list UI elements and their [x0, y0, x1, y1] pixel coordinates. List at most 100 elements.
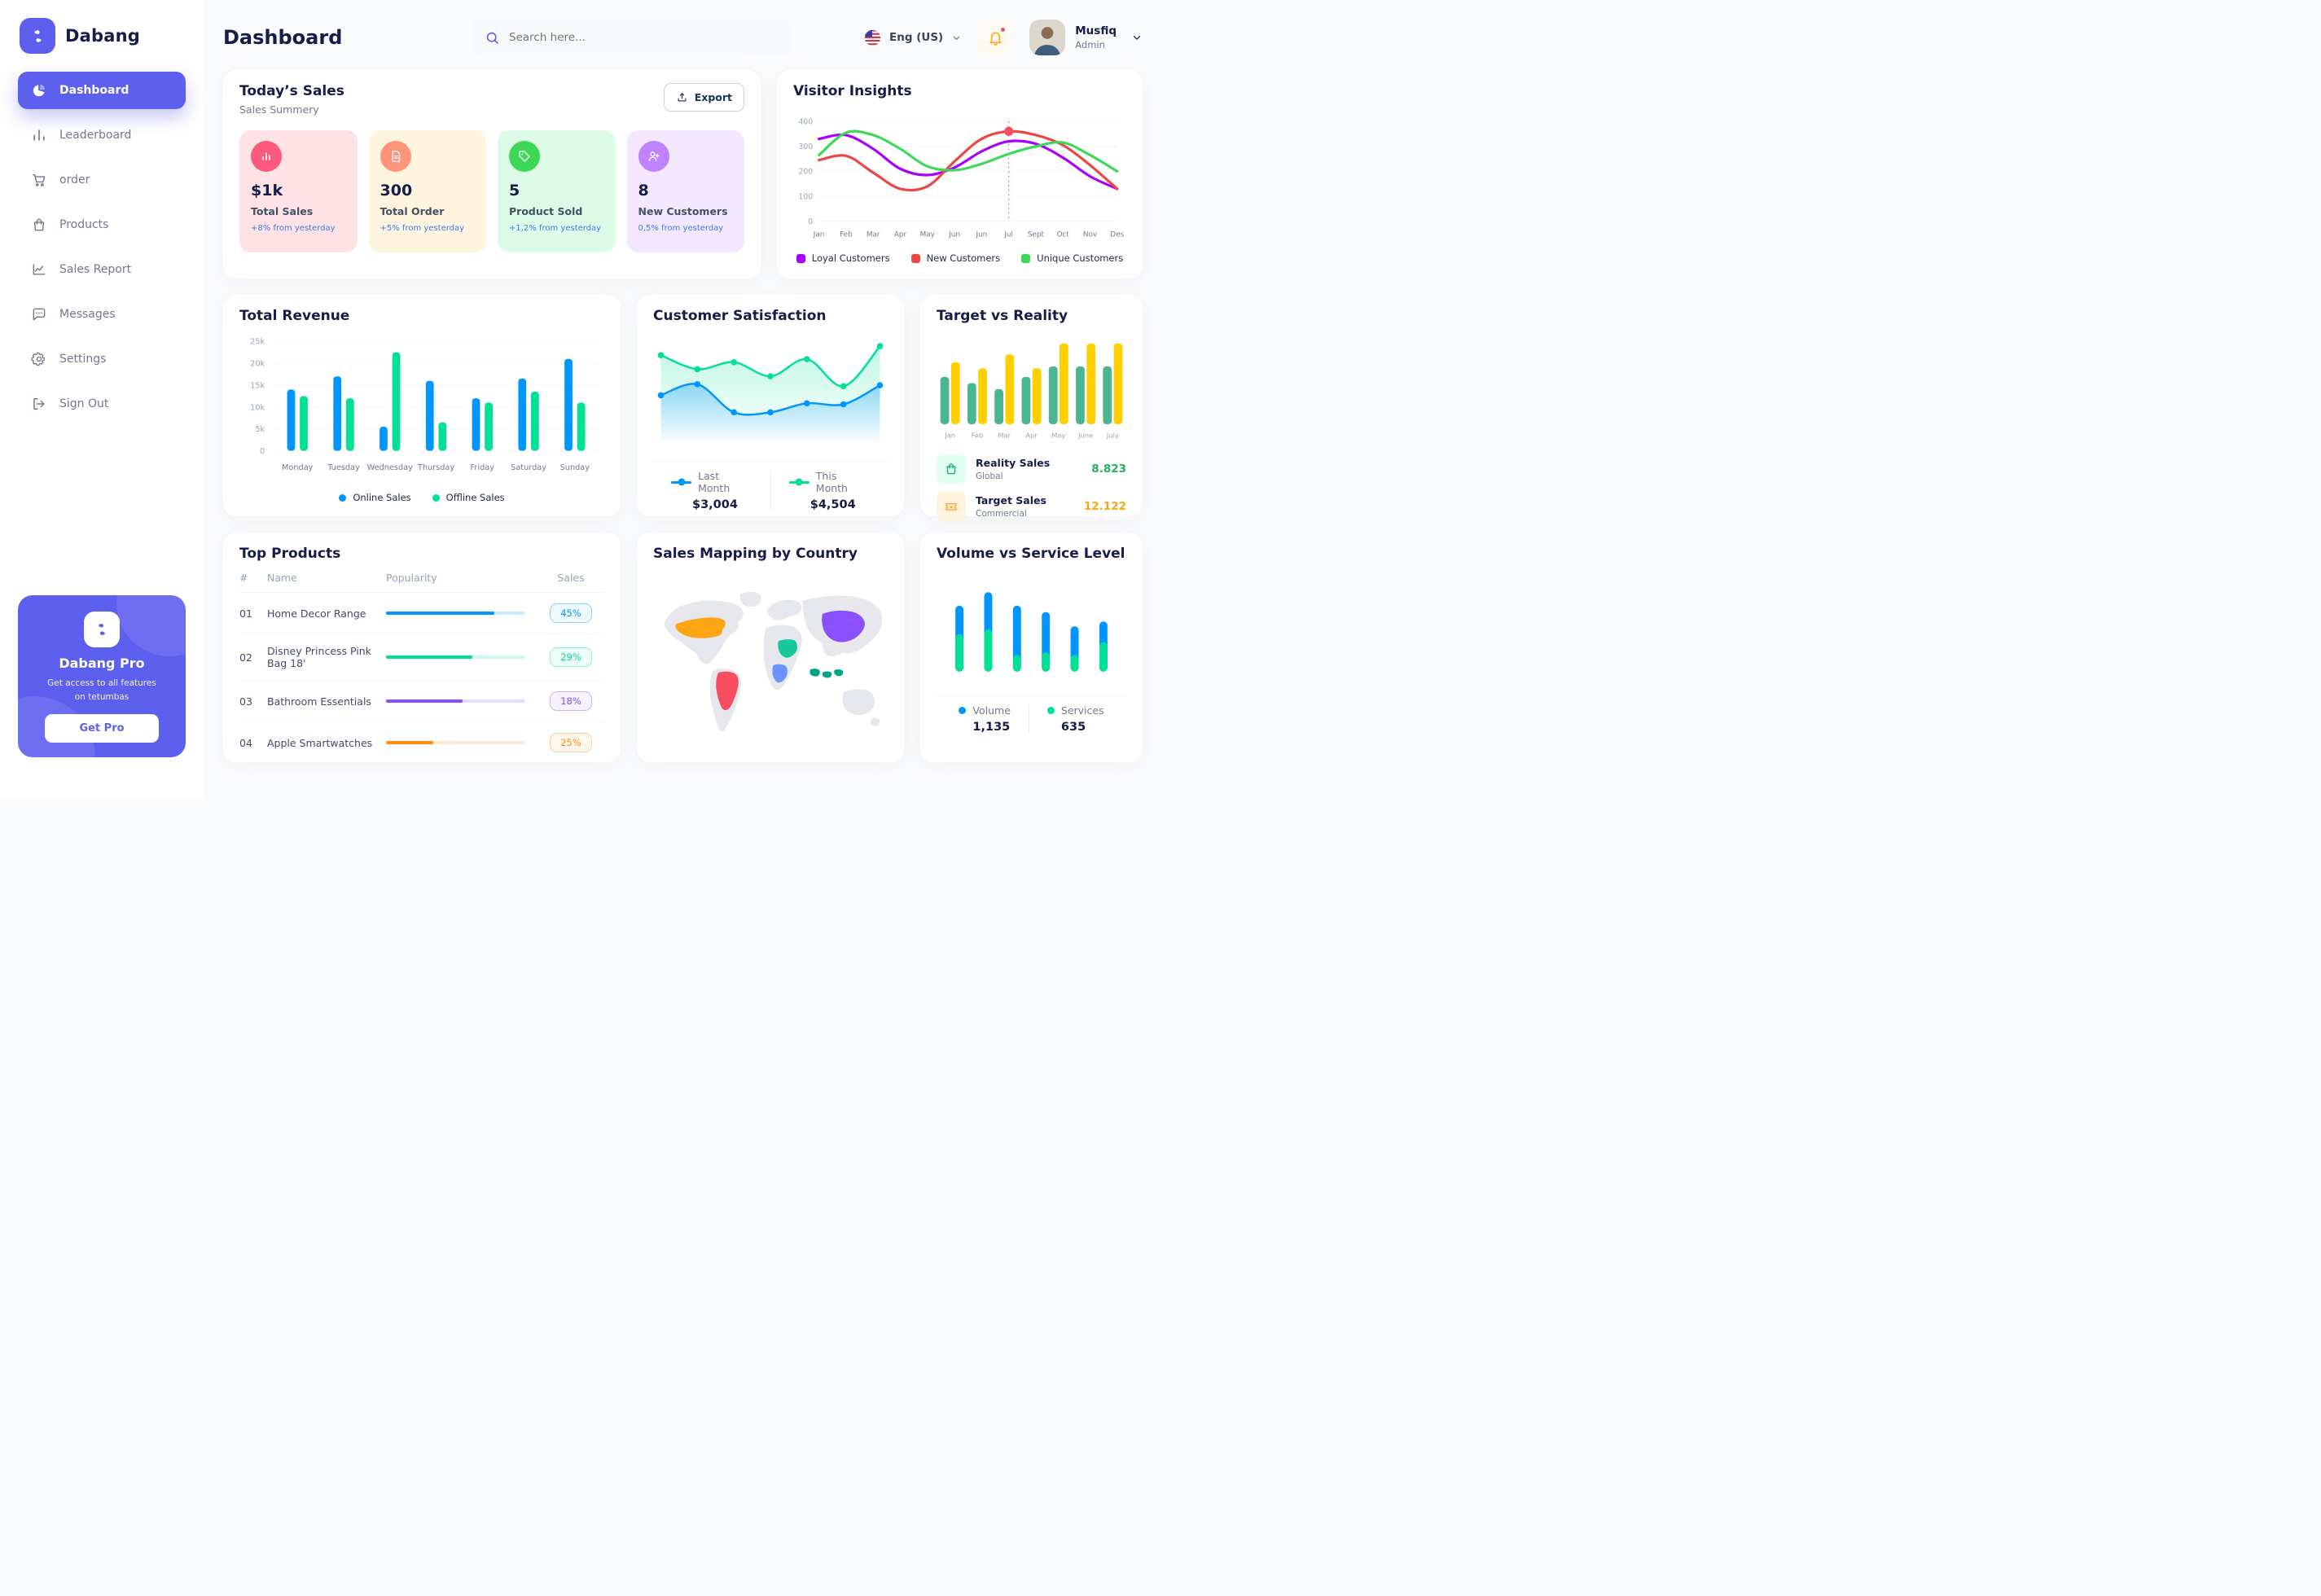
legend-loyal-customers: Loyal Customers	[796, 252, 890, 264]
todays-sales-title: Today’s Sales	[239, 83, 344, 99]
country-saudi-arabia[interactable]	[778, 639, 797, 658]
sales-card-value: 5	[509, 182, 520, 200]
svg-text:300: 300	[798, 142, 813, 151]
svg-text:Nov: Nov	[1083, 230, 1097, 239]
svg-text:Sunday: Sunday	[560, 463, 590, 472]
sidebar: Dabang Dashboard Leaderboard order Products…	[0, 0, 204, 798]
legend-swatch	[788, 480, 809, 484]
country-brazil[interactable]	[716, 671, 739, 711]
col-popularity: Popularity	[386, 572, 437, 584]
svg-text:Sept: Sept	[1028, 230, 1045, 239]
product-row-03: 03 Bathroom Essentials 18%	[239, 681, 604, 722]
sales-card-total-sales: $1k Total Sales +8% from yesterday	[239, 130, 358, 252]
export-button[interactable]: Export	[663, 83, 744, 112]
legend-target-sales: Target Sales Commercial 12.122	[937, 492, 1126, 521]
notification-badge	[999, 25, 1007, 33]
dabang-logo-icon	[20, 18, 55, 54]
country-indonesia[interactable]	[809, 669, 844, 678]
sidebar-item-label: Messages	[59, 308, 116, 321]
sales-mapping-card: Sales Mapping by Country	[637, 533, 904, 762]
legend-this-month: This Month $4,504	[771, 470, 888, 511]
svg-text:Mar: Mar	[998, 431, 1011, 439]
sales-summary-cards: $1k Total Sales +8% from yesterday 300 Total…	[239, 130, 744, 252]
row-2: Total Revenue 0 5k 10k 15k 20k 25k Monday Tuesd…	[223, 295, 1143, 521]
sidebar-menu: Dashboard Leaderboard order Products Sales R…	[18, 72, 186, 423]
target-vs-reality-title: Target vs Reality	[937, 308, 1068, 324]
total-revenue-card: Total Revenue 0 5k 10k 15k 20k 25k Monday Tuesd…	[223, 295, 621, 516]
svg-text:Feb: Feb	[840, 230, 853, 239]
legend-value: 635	[1060, 721, 1086, 734]
col-name: Name	[267, 572, 297, 584]
legend-swatch	[959, 707, 967, 714]
popularity-bar	[386, 656, 526, 659]
cart-icon	[30, 171, 48, 189]
sales-card-label: Product Sold	[509, 205, 583, 217]
legend-swatch	[1021, 253, 1031, 263]
volume-vs-service-chart	[955, 592, 1108, 672]
sales-card-value: 8	[638, 182, 649, 200]
svg-text:Mar: Mar	[867, 230, 880, 239]
get-pro-button[interactable]: Get Pro	[45, 714, 159, 743]
sales-card-new-customers: 8 New Customers 0,5% from yesterday	[626, 130, 744, 252]
user-menu[interactable]: Musfiq Admin	[1029, 20, 1143, 55]
svg-text:Feb: Feb	[972, 431, 984, 439]
sidebar-item-sign-out[interactable]: Sign Out	[18, 385, 186, 423]
search-input[interactable]	[509, 31, 778, 44]
sales-card-delta: 0,5% from yesterday	[638, 224, 724, 233]
svg-text:Jun: Jun	[948, 230, 960, 239]
popularity-bar	[386, 612, 526, 615]
legend-separator	[770, 470, 771, 511]
sidebar-item-label: Settings	[59, 353, 107, 366]
sales-card-label: Total Order	[380, 205, 445, 217]
volume-vs-service-card: Volume vs Service Level Volume 1,135 Servi…	[920, 533, 1143, 762]
top-products-header: # Name Popularity Sales	[239, 572, 604, 593]
sales-badge: 18%	[550, 691, 592, 711]
svg-text:Apr: Apr	[1025, 431, 1038, 439]
legend-sublabel: Global	[976, 471, 1003, 481]
country-united-states[interactable]	[675, 617, 726, 638]
popularity-bar	[386, 741, 526, 744]
product-row-02: 02 Disney Princess Pink Bag 18' 29%	[239, 634, 604, 681]
sidebar-item-products[interactable]: Products	[18, 206, 186, 243]
visitor-insights-chart: 0 100 200 300 400 Jan Feb Mar Apr May Jun Jun Jul Sep…	[798, 117, 1124, 239]
top-products-title: Top Products	[239, 546, 341, 562]
signout-icon	[30, 395, 48, 413]
sidebar-item-settings[interactable]: Settings	[18, 340, 186, 378]
product-rank: 03	[239, 695, 252, 708]
search-bar[interactable]	[472, 19, 791, 56]
bag-icon	[30, 216, 48, 234]
notifications-button[interactable]	[978, 20, 1014, 55]
legend-volume: Volume 1,135	[941, 704, 1029, 734]
product-row-01: 01 Home Decor Range 45%	[239, 593, 604, 634]
language-selector[interactable]: Eng (US)	[864, 29, 962, 46]
country-china[interactable]	[822, 610, 866, 642]
us-flag-icon	[864, 29, 881, 46]
legend-unique-customers: Unique Customers	[1021, 252, 1123, 264]
file-icon	[380, 141, 411, 172]
legend-swatch	[910, 253, 920, 263]
sidebar-item-order[interactable]: order	[18, 161, 186, 199]
sales-card-label: New Customers	[638, 205, 728, 217]
svg-text:400: 400	[798, 117, 813, 126]
sidebar-item-leaderboard[interactable]: Leaderboard	[18, 116, 186, 154]
sidebar-item-messages[interactable]: Messages	[18, 296, 186, 333]
sidebar-item-label: order	[59, 173, 90, 186]
total-revenue-title: Total Revenue	[239, 308, 350, 324]
sidebar-item-dashboard[interactable]: Dashboard	[18, 72, 186, 109]
gear-icon	[30, 350, 48, 368]
chevron-down-icon	[951, 33, 962, 43]
target-vs-reality-legend: Reality Sales Global 8.823 Target Sales Comm…	[937, 454, 1126, 521]
row-3: Top Products # Name Popularity Sales 01 H…	[223, 533, 1143, 762]
legend-swatch	[671, 480, 692, 484]
country-dr-congo[interactable]	[772, 664, 788, 683]
sidebar-item-sales-report[interactable]: Sales Report	[18, 251, 186, 288]
sales-card-value: 300	[380, 182, 413, 200]
legend-value: 8.823	[1091, 463, 1126, 476]
popularity-bar	[386, 699, 526, 703]
customer-satisfaction-chart	[657, 343, 884, 444]
sales-card-delta: +8% from yesterday	[251, 224, 336, 233]
product-row-04: 04 Apple Smartwatches 25%	[239, 722, 604, 763]
user-name: Musfiq	[1075, 24, 1117, 37]
svg-text:Jan: Jan	[813, 230, 825, 239]
target-vs-reality-card: Target vs Reality Jan Feb Mar Apr May June Jul…	[920, 295, 1143, 521]
